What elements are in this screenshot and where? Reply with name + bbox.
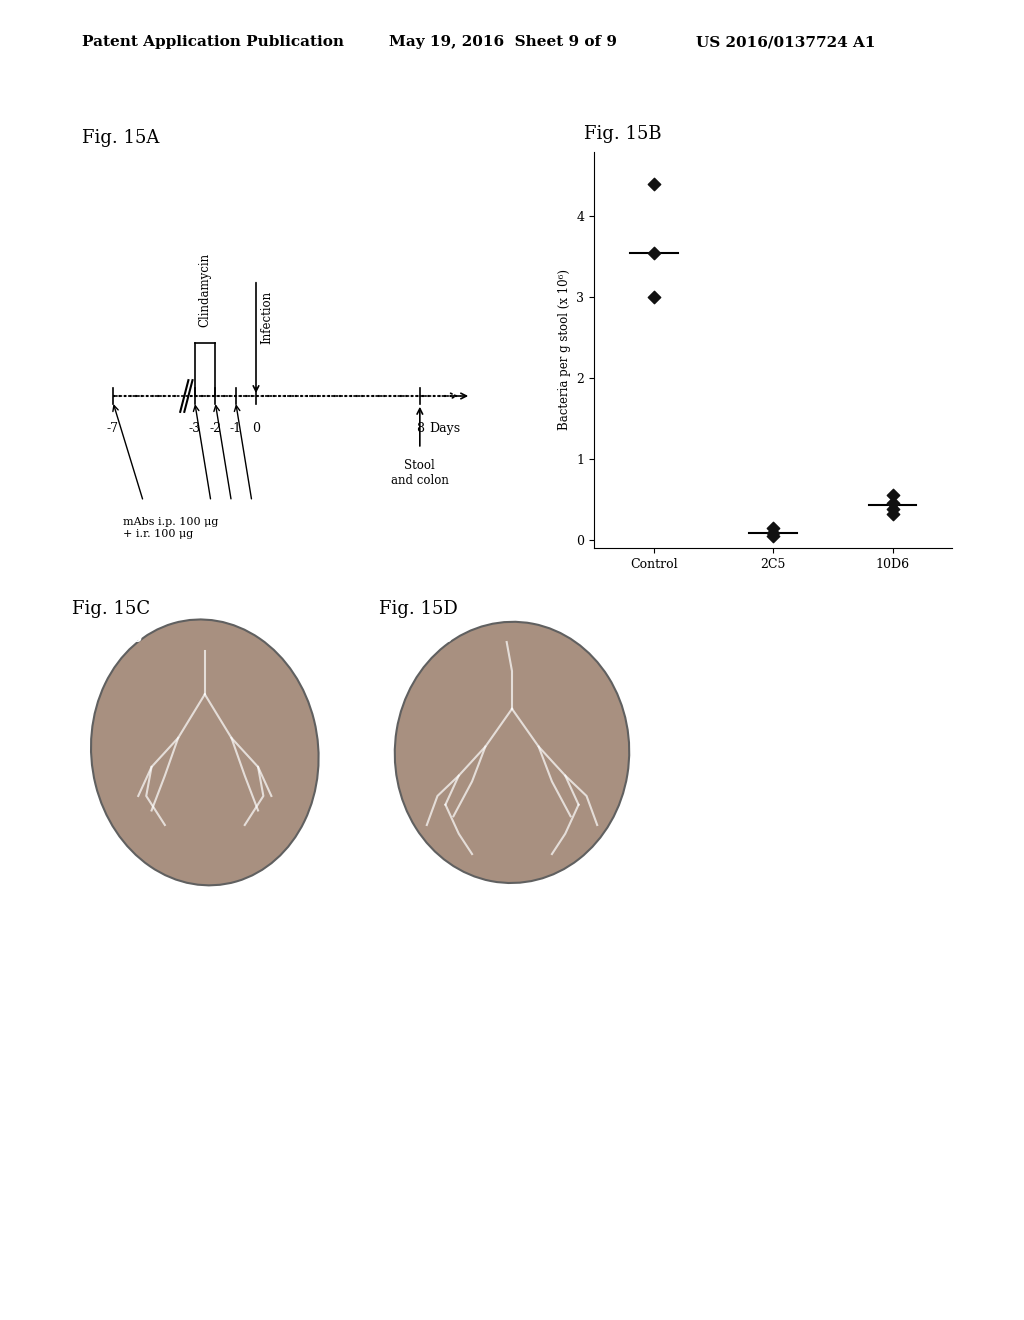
Text: -7: -7 (106, 422, 119, 436)
Point (885, 492, 901, 513)
Text: Stool
and colon: Stool and colon (391, 459, 449, 487)
Text: mAbs i.p. 100 μg
+ i.r. 100 μg: mAbs i.p. 100 μg + i.r. 100 μg (123, 517, 218, 539)
Text: -1: -1 (229, 422, 242, 436)
Text: 0: 0 (252, 422, 260, 436)
Point (645, 173, 662, 194)
Y-axis label: Bacteria per g stool (x 10⁶): Bacteria per g stool (x 10⁶) (558, 269, 570, 430)
Text: 10D6: 10D6 (411, 631, 452, 645)
Text: Patent Application Publication: Patent Application Publication (82, 36, 344, 49)
Text: May 19, 2016  Sheet 9 of 9: May 19, 2016 Sheet 9 of 9 (389, 36, 617, 49)
Ellipse shape (91, 619, 318, 886)
Point (765, 523, 781, 544)
Text: 2C5: 2C5 (112, 631, 142, 645)
Point (645, 286, 662, 308)
Text: 8: 8 (416, 422, 424, 436)
Point (765, 525, 781, 546)
Text: -3: -3 (188, 422, 201, 436)
Text: -2: -2 (209, 422, 221, 436)
Text: Infection: Infection (260, 290, 273, 343)
Point (885, 503, 901, 524)
Point (645, 243, 662, 264)
Text: Fig. 15A: Fig. 15A (82, 128, 160, 147)
Ellipse shape (395, 622, 629, 883)
Text: Fig. 15D: Fig. 15D (379, 599, 458, 618)
Text: Clindamycin: Clindamycin (199, 253, 211, 327)
Point (885, 484, 901, 506)
Text: US 2016/0137724 A1: US 2016/0137724 A1 (696, 36, 876, 49)
Text: Fig. 15B: Fig. 15B (584, 124, 662, 143)
Point (765, 517, 781, 539)
Point (885, 499, 901, 520)
Text: Fig. 15C: Fig. 15C (72, 599, 150, 618)
Text: Days: Days (429, 422, 460, 436)
